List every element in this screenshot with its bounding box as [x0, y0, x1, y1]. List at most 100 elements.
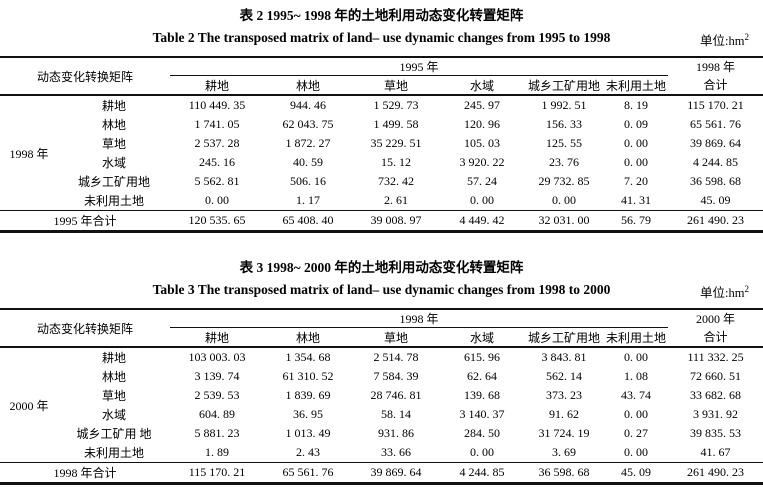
- value-cell: 2. 43: [296, 445, 321, 459]
- corner-label-cell: 动态变化转换矩阵: [0, 57, 171, 96]
- total-value-cell: 4 244. 85: [440, 462, 525, 484]
- table2-body: 1998 年 耕地 110 449. 35 944. 46 1 529. 73 245. …: [0, 95, 763, 211]
- total-column-year-cell: 2000 年: [696, 312, 736, 327]
- column-header-cell: 水域: [440, 75, 525, 96]
- row-total-cell: 33 682. 68: [690, 388, 742, 402]
- total-value-cell: 45. 09: [604, 462, 669, 484]
- value-cell: 7 584. 39: [373, 369, 419, 383]
- total-row-label-cell: 1998 年合计: [0, 462, 171, 484]
- total-value-cell: 32 031. 00: [524, 210, 605, 232]
- row-label-cell: 水域: [102, 408, 127, 422]
- value-cell: 0. 00: [624, 155, 649, 169]
- row-total-cell: 36 598. 68: [690, 174, 742, 188]
- row-label-cell: 耕地: [102, 351, 127, 365]
- header-row-1: 动态变化转换矩阵 1995 年 1998 年: [0, 57, 763, 96]
- value-cell: 0. 00: [470, 193, 495, 207]
- value-cell: 245. 97: [464, 98, 501, 112]
- value-cell: 5 881. 23: [194, 426, 240, 440]
- table2-title-zh: 表 2 1995~ 1998 年的土地利用动态变化转置矩阵: [239, 8, 524, 23]
- value-cell: 125. 55: [546, 136, 583, 150]
- value-cell: 2 514. 78: [373, 350, 419, 364]
- matrix-row: 未利用土地 0. 00 1. 17 2. 61 0. 00 0. 00 41. 31 45. …: [0, 191, 763, 211]
- unit-text: 单位:hm: [700, 34, 745, 49]
- row-label-cell: 耕地: [102, 99, 127, 113]
- row-label-cell: 未利用土地: [84, 194, 145, 208]
- value-cell: 1 992. 51: [541, 98, 587, 112]
- column-header-cell: 耕地: [170, 327, 265, 348]
- table2-unit-label: 单位:hm2: [700, 28, 749, 51]
- value-cell: 23. 76: [549, 155, 580, 169]
- total-value-cell: 120 535. 65: [170, 210, 265, 232]
- column-header-cell: 耕地: [170, 75, 265, 96]
- table3-header: 动态变化转换矩阵 1998 年 2000 年 耕地 林地 草地 水域 城乡工矿用…: [0, 309, 763, 348]
- value-cell: 0. 00: [470, 445, 495, 459]
- row-total-cell: 72 660. 51: [690, 369, 742, 383]
- value-cell: 732. 42: [378, 174, 415, 188]
- value-cell: 61 310. 52: [282, 369, 334, 383]
- value-cell: 110 449. 35: [188, 98, 246, 112]
- value-cell: 506. 16: [290, 174, 327, 188]
- row-total-cell: 39 835. 53: [690, 426, 742, 440]
- value-cell: 0. 00: [205, 193, 230, 207]
- total-value-cell: 65 561. 76: [264, 462, 353, 484]
- table3-title-en: Table 3 The transposed matrix of land– u…: [152, 282, 611, 297]
- row-label-cell: 草地: [102, 137, 127, 151]
- value-cell: 3 920. 22: [459, 155, 505, 169]
- row-label-cell: 城乡工矿用 地: [76, 427, 152, 441]
- value-cell: 0. 00: [624, 407, 649, 421]
- row-total-cell: 3 931. 92: [693, 407, 739, 421]
- land-use-matrix-table-1995-1998: 动态变化转换矩阵 1995 年 1998 年 耕地 林地 草地 水域 城乡工矿用…: [0, 56, 763, 233]
- row-total-cell: 39 869. 64: [690, 136, 742, 150]
- value-cell: 1 354. 68: [285, 350, 331, 364]
- total-value-cell: 36 598. 68: [524, 462, 605, 484]
- column-header-cell: 林地: [264, 327, 353, 348]
- value-cell: 1 839. 69: [285, 388, 331, 402]
- value-cell: 0. 00: [624, 445, 649, 459]
- matrix-row: 水域 604. 89 36. 95 58. 14 3 140. 37 91. 62 0. 0…: [0, 405, 763, 424]
- value-cell: 33. 66: [381, 445, 412, 459]
- table3-body: 2000 年 耕地 103 003. 03 1 354. 68 2 514. 78 615…: [0, 347, 763, 463]
- value-cell: 2 539. 53: [194, 388, 240, 402]
- value-cell: 1. 17: [296, 193, 321, 207]
- value-cell: 36. 95: [293, 407, 324, 421]
- value-cell: 139. 68: [464, 388, 501, 402]
- value-cell: 604. 89: [199, 407, 236, 421]
- column-group-label-cell: 1998 年: [170, 309, 669, 328]
- value-cell: 1. 89: [205, 445, 230, 459]
- header-row-1: 动态变化转换矩阵 1998 年 2000 年: [0, 309, 763, 348]
- total-column-label-cell: 合计: [668, 75, 763, 96]
- value-cell: 156. 33: [546, 117, 583, 131]
- row-label-cell: 未利用土地: [84, 446, 145, 460]
- table2-caption-row: Table 2 The transposed matrix of land– u…: [0, 28, 763, 48]
- total-value-cell: 65 408. 40: [264, 210, 353, 232]
- table3-section: 表 3 1998~ 2000 年的土地利用动态变化转置矩阵 Table 3 Th…: [0, 259, 763, 485]
- value-cell: 944. 46: [290, 98, 327, 112]
- value-cell: 8. 19: [624, 98, 649, 112]
- total-value-cell: 115 170. 21: [170, 462, 265, 484]
- column-group-label-cell: 1995 年: [170, 57, 669, 76]
- value-cell: 3 139. 74: [194, 369, 240, 383]
- matrix-row: 2000 年 耕地 103 003. 03 1 354. 68 2 514. 78 615…: [0, 347, 763, 413]
- value-cell: 28 746. 81: [370, 388, 422, 402]
- grand-total-cell: 261 490. 23: [668, 462, 763, 484]
- value-cell: 562. 14: [546, 369, 583, 383]
- value-cell: 1 529. 73: [373, 98, 419, 112]
- value-cell: 35 229. 51: [370, 136, 422, 150]
- total-row: 1998 年合计 115 170. 21 65 561. 76 39 869. …: [0, 462, 763, 484]
- value-cell: 58. 14: [381, 407, 412, 421]
- value-cell: 245. 16: [199, 155, 236, 169]
- header-row-2: 耕地 林地 草地 水域 城乡工矿用地 未利用土地 合计: [0, 327, 763, 348]
- row-total-cell: 45. 09: [700, 193, 731, 207]
- unit-exponent: 2: [744, 32, 750, 42]
- land-use-matrix-table-1998-2000: 动态变化转换矩阵 1998 年 2000 年 耕地 林地 草地 水域 城乡工矿用…: [0, 308, 763, 485]
- row-label-cell: 城乡工矿用地: [78, 175, 151, 189]
- row-label-cell: 林地: [102, 118, 127, 132]
- row-total-cell: 111 332. 25: [687, 350, 744, 364]
- value-cell: 62 043. 75: [282, 117, 334, 131]
- total-value-cell: 4 449. 42: [440, 210, 525, 232]
- column-header-cell: 草地: [352, 75, 441, 96]
- table3-unit-label: 单位:hm2: [700, 280, 749, 303]
- total-row: 1995 年合计 120 535. 65 65 408. 40 39 008. …: [0, 210, 763, 232]
- row-group-label-cell: 2000 年: [9, 398, 49, 413]
- value-cell: 41. 31: [621, 193, 652, 207]
